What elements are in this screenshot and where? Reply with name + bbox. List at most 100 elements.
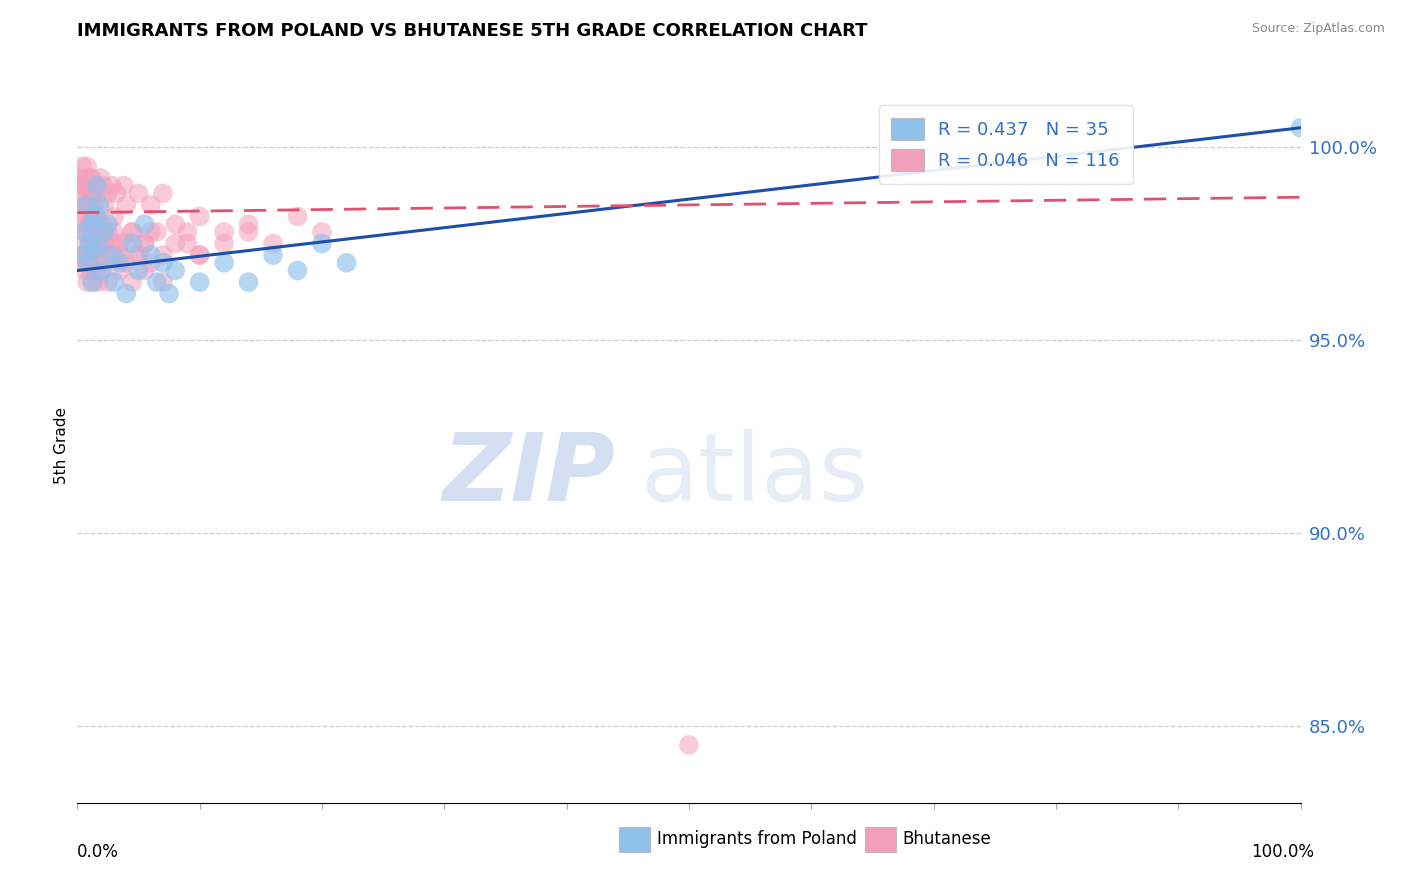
Point	[115, 286, 138, 301]
Point	[70, 217, 93, 231]
Point	[90, 217, 112, 231]
Point	[69, 170, 91, 185]
Point	[93, 225, 115, 239]
Point	[134, 236, 156, 251]
Point	[103, 248, 125, 262]
Point	[75, 178, 97, 193]
Point	[83, 225, 105, 239]
Point	[83, 236, 105, 251]
Point	[678, 738, 700, 752]
Point	[121, 225, 143, 239]
Point	[89, 248, 111, 262]
Point	[152, 275, 174, 289]
Point	[80, 186, 103, 201]
Text: atlas: atlas	[640, 428, 869, 521]
Text: Source: ZipAtlas.com: Source: ZipAtlas.com	[1251, 22, 1385, 36]
Point	[100, 178, 122, 193]
Point	[97, 186, 120, 201]
Point	[146, 275, 169, 289]
Point	[83, 198, 105, 212]
Point	[212, 236, 235, 251]
Point	[128, 186, 150, 201]
Point	[73, 170, 96, 185]
Point	[83, 248, 105, 262]
Point	[108, 248, 131, 262]
Point	[287, 263, 309, 277]
Point	[165, 263, 187, 277]
Point	[128, 263, 150, 277]
Point	[73, 225, 96, 239]
Text: IMMIGRANTS FROM POLAND VS BHUTANESE 5TH GRADE CORRELATION CHART: IMMIGRANTS FROM POLAND VS BHUTANESE 5TH …	[77, 22, 868, 40]
Point	[128, 248, 150, 262]
Point	[76, 198, 98, 212]
Point	[80, 263, 103, 277]
Point	[139, 225, 162, 239]
Point	[212, 256, 235, 270]
Point	[84, 178, 107, 193]
Point	[134, 217, 156, 231]
Point	[121, 225, 143, 239]
Point	[108, 263, 131, 277]
Point	[80, 275, 103, 289]
Point	[80, 170, 103, 185]
Point	[134, 236, 156, 251]
Point	[108, 256, 131, 270]
Point	[188, 248, 211, 262]
Point	[128, 248, 150, 262]
Point	[176, 225, 198, 239]
Point	[121, 275, 143, 289]
Point	[157, 286, 180, 301]
Point	[80, 217, 103, 231]
Point	[82, 244, 104, 259]
Point	[139, 248, 162, 262]
Point	[108, 236, 131, 251]
Point	[72, 225, 94, 239]
Point	[87, 236, 110, 251]
Point	[188, 275, 211, 289]
Point	[93, 225, 115, 239]
Point	[84, 263, 107, 277]
Point	[90, 263, 112, 277]
Point	[139, 198, 162, 212]
Point	[134, 263, 156, 277]
Point	[103, 225, 125, 239]
Point	[115, 198, 138, 212]
Point	[152, 186, 174, 201]
Point	[93, 198, 115, 212]
Point	[76, 256, 98, 270]
Point	[82, 186, 104, 201]
Point	[75, 248, 97, 262]
Point	[115, 256, 138, 270]
Point	[103, 275, 125, 289]
Point	[77, 256, 100, 270]
Point	[79, 236, 101, 251]
Point	[335, 256, 357, 270]
Point	[262, 236, 284, 251]
Point	[73, 198, 96, 212]
Point	[86, 178, 108, 193]
Point	[115, 236, 138, 251]
Point	[80, 178, 103, 193]
Point	[86, 256, 108, 270]
Text: 100.0%: 100.0%	[1251, 843, 1315, 861]
Point	[212, 225, 235, 239]
Point	[84, 210, 107, 224]
Point	[73, 263, 96, 277]
Point	[103, 210, 125, 224]
Point	[97, 275, 120, 289]
Point	[152, 256, 174, 270]
Text: ZIP: ZIP	[443, 428, 616, 521]
Point	[97, 225, 120, 239]
Point	[77, 178, 100, 193]
Legend: R = 0.437   N = 35, R = 0.046   N = 116: R = 0.437 N = 35, R = 0.046 N = 116	[879, 105, 1132, 184]
Point	[238, 225, 260, 239]
Point	[72, 210, 94, 224]
Point	[139, 256, 162, 270]
Point	[165, 236, 187, 251]
Point	[238, 275, 260, 289]
Point	[75, 186, 97, 201]
Point	[80, 210, 103, 224]
Point	[97, 217, 120, 231]
Point	[72, 248, 94, 262]
Point	[91, 178, 114, 193]
